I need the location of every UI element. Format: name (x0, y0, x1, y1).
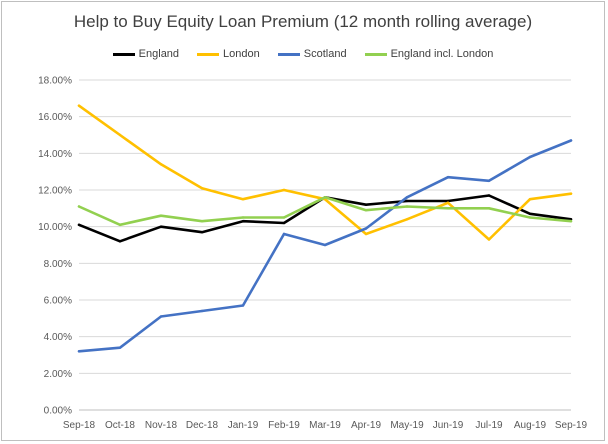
x-tick-label: Mar-19 (309, 420, 341, 431)
x-tick-label: Jul-19 (475, 420, 503, 431)
y-tick-label: 0.00% (44, 406, 72, 417)
data-point-england-incl-london (487, 207, 491, 210)
data-point-scotland (159, 315, 163, 318)
data-point-england (159, 225, 163, 228)
data-point-england-incl-london (323, 196, 327, 199)
x-tick-label: Sep-18 (63, 420, 96, 431)
x-tick-label: Jan-19 (228, 420, 259, 431)
legend-item-scotland: Scotland (277, 48, 347, 60)
data-point-scotland (487, 179, 491, 183)
data-point-london (200, 186, 204, 190)
data-point-london (241, 197, 245, 201)
legend-swatch-scotland (277, 52, 300, 56)
data-point-england (200, 230, 204, 234)
x-tick-label: Dec-18 (186, 420, 219, 431)
x-tick-label: Jun-19 (433, 420, 464, 431)
legend-item-london: London (197, 48, 260, 60)
data-point-england (241, 219, 245, 223)
data-point-london (159, 163, 163, 166)
y-tick-label: 16.00% (38, 112, 72, 123)
x-tick-label: Oct-18 (105, 420, 135, 431)
legend-swatch-england-incl-london (364, 52, 387, 56)
data-point-scotland (118, 346, 122, 349)
y-tick-label: 10.00% (38, 222, 72, 233)
legend-item-england-incl-london: England incl. London (364, 48, 494, 60)
legend-label-london: London (223, 48, 260, 60)
y-tick-label: 8.00% (44, 259, 72, 270)
series-line-england-incl-london (77, 196, 573, 227)
data-point-england-incl-london (159, 214, 163, 217)
data-point-england (282, 221, 286, 225)
data-point-england-incl-london (569, 219, 573, 223)
data-point-scotland (200, 309, 204, 313)
legend-swatch-england (112, 52, 135, 56)
chart-title: Help to Buy Equity Loan Premium (12 mont… (73, 12, 533, 31)
data-point-london (569, 192, 573, 195)
x-tick-label: May-19 (390, 420, 424, 431)
x-tick-label: Apr-19 (351, 420, 381, 431)
legend-swatch-london (197, 52, 220, 56)
data-point-england (528, 212, 532, 216)
y-tick-label: 18.00% (38, 76, 72, 87)
x-tick-label: Nov-18 (145, 420, 178, 431)
data-point-england (364, 203, 368, 206)
data-point-england (118, 240, 122, 243)
data-point-england-incl-london (528, 216, 532, 219)
x-tick-label: Aug-19 (514, 420, 547, 431)
legend-label-scotland: Scotland (303, 48, 347, 60)
legend-label-england: England (138, 48, 180, 60)
x-tick-label: Sep-19 (555, 420, 588, 431)
data-point-england-incl-london (405, 205, 409, 208)
data-point-england (77, 223, 81, 227)
y-tick-label: 6.00% (44, 296, 72, 307)
data-point-london (282, 188, 286, 192)
data-point-london (118, 133, 122, 137)
y-tick-label: 4.00% (44, 332, 72, 343)
x-tick-label: Feb-19 (268, 420, 300, 431)
data-point-scotland (241, 304, 245, 307)
y-tick-label: 12.00% (38, 186, 72, 197)
legend-item-england: England (112, 48, 180, 60)
data-point-london (487, 238, 491, 241)
data-point-england (446, 199, 450, 203)
data-point-scotland (323, 243, 327, 247)
y-tick-label: 2.00% (44, 369, 72, 380)
chart-legend: England London Scotland England incl. Lo… (0, 48, 606, 60)
data-point-london (405, 218, 409, 221)
data-point-england-incl-london (200, 219, 204, 223)
data-point-scotland (364, 227, 368, 230)
data-point-scotland (405, 196, 409, 199)
data-point-scotland (282, 232, 286, 236)
data-point-scotland (528, 155, 532, 159)
legend-label-england-incl-london: England incl. London (390, 48, 494, 60)
data-point-england-incl-london (364, 208, 368, 212)
data-point-england (405, 199, 409, 203)
data-point-london (77, 104, 81, 107)
series-line-london (77, 104, 573, 241)
data-point-london (364, 232, 368, 236)
data-point-england-incl-london (446, 207, 450, 210)
data-point-england-incl-london (77, 205, 81, 208)
data-point-england-incl-london (118, 223, 122, 227)
data-point-london (446, 201, 450, 205)
y-tick-label: 14.00% (38, 149, 72, 160)
data-point-scotland (446, 175, 450, 179)
data-point-england-incl-london (241, 216, 245, 219)
data-point-scotland (77, 350, 81, 353)
data-point-london (528, 197, 532, 201)
data-point-england (487, 194, 491, 197)
data-point-england-incl-london (282, 216, 286, 219)
data-point-scotland (569, 139, 573, 142)
